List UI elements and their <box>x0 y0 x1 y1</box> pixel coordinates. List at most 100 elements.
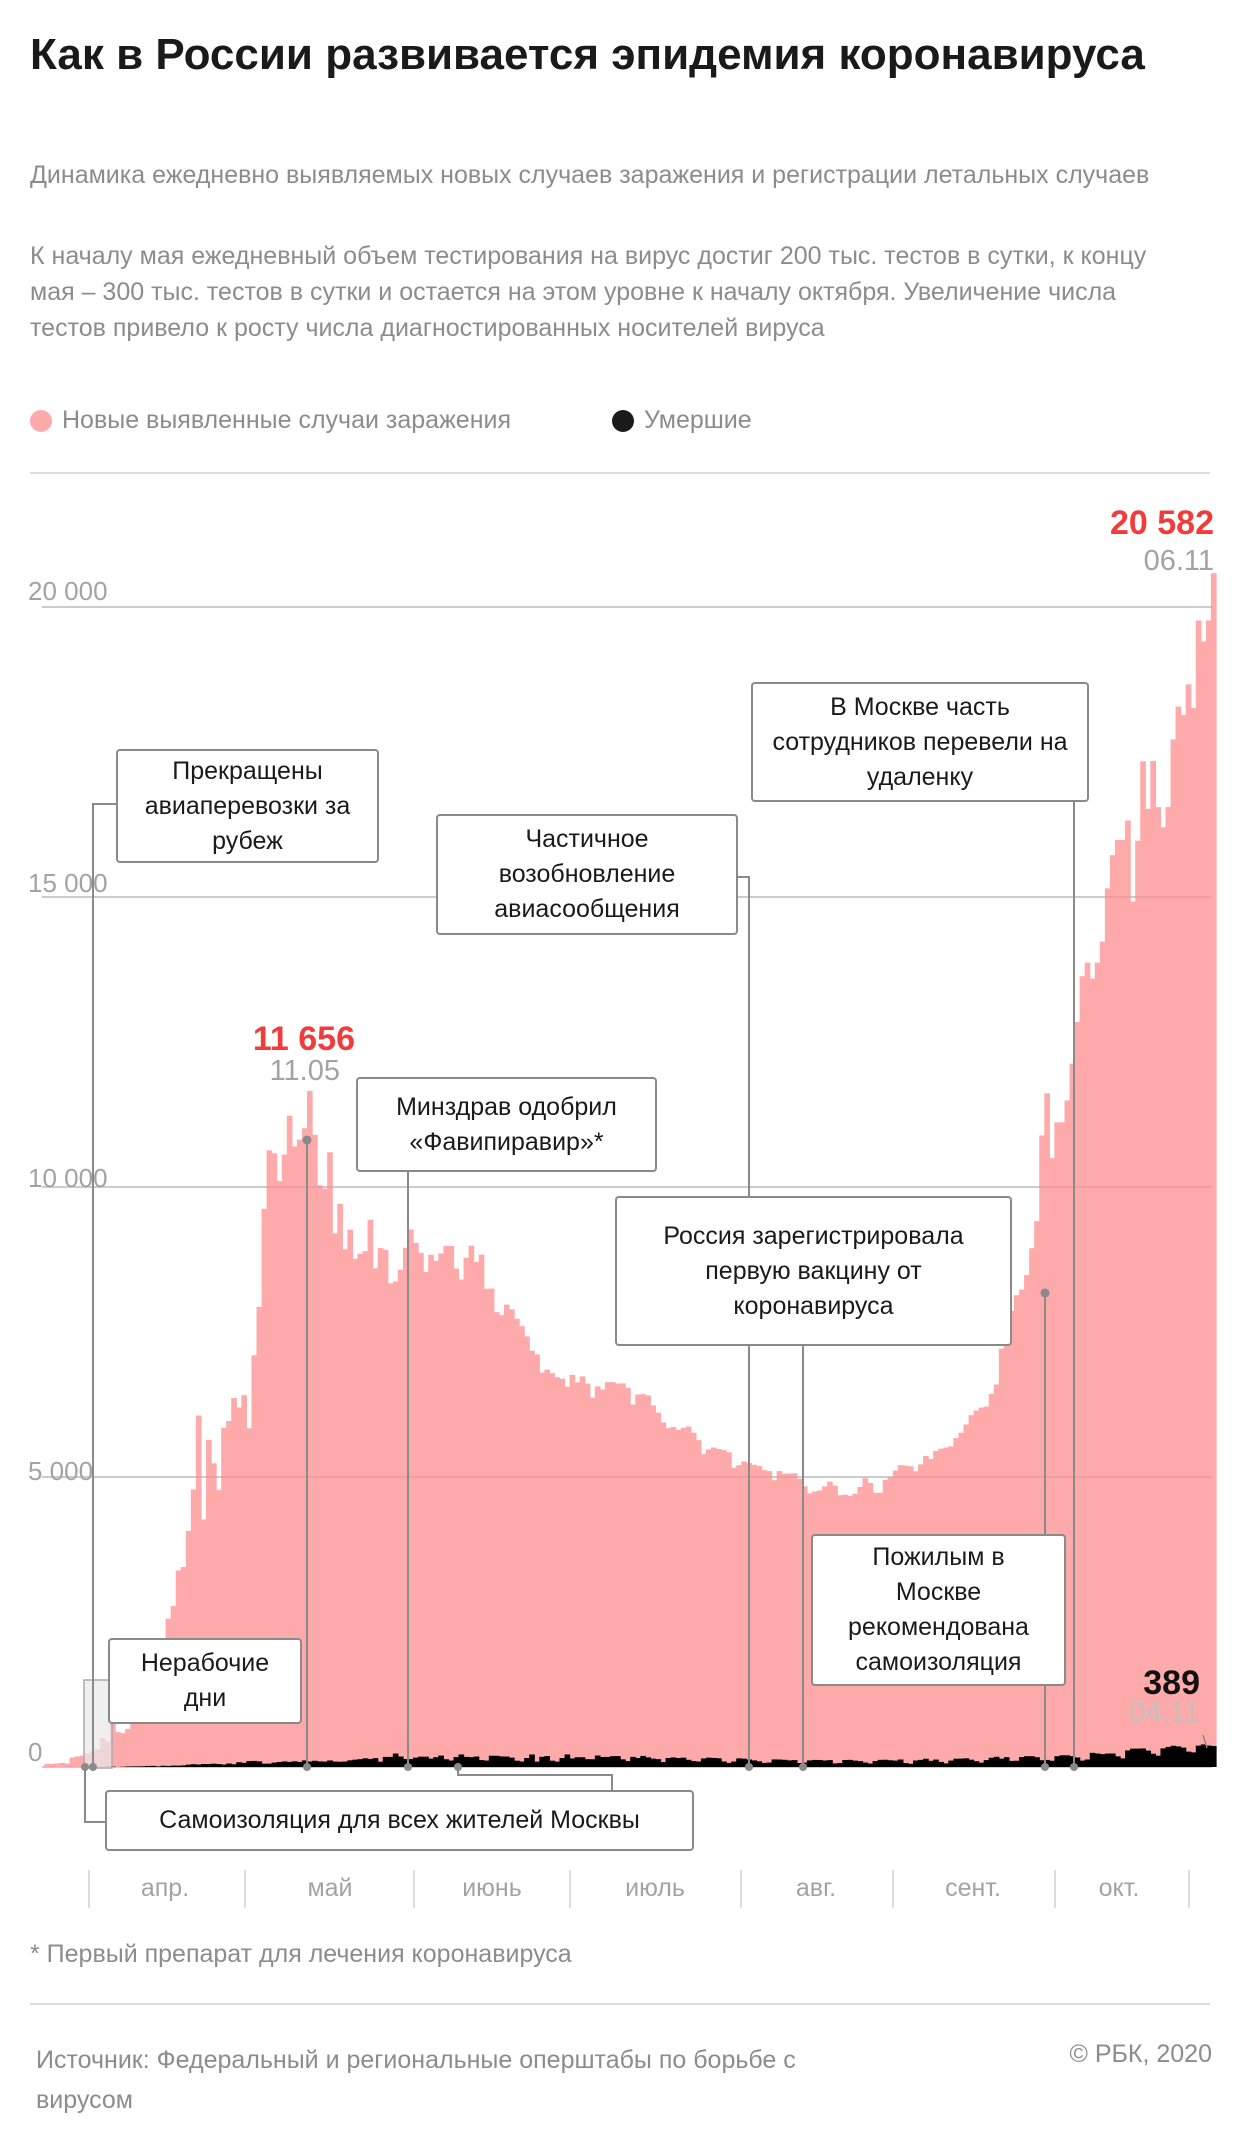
case-bar <box>519 1326 525 1767</box>
event-dot <box>81 1763 89 1771</box>
connector-flights-stopped <box>92 803 116 1767</box>
case-bar <box>1034 1221 1040 1767</box>
death-bar <box>574 1757 581 1767</box>
case-bar <box>488 1288 495 1767</box>
case-bar <box>206 1439 212 1767</box>
death-bar <box>498 1756 505 1767</box>
annotation-flights-stopped: Прекращены авиаперевозки за рубеж <box>116 749 379 863</box>
death-bar <box>872 1761 879 1767</box>
death-bar <box>604 1756 611 1767</box>
case-bar <box>1210 573 1217 1767</box>
death-bar <box>882 1759 889 1767</box>
death-bar <box>1130 1748 1136 1767</box>
case-bar <box>387 1283 394 1767</box>
death-bar <box>448 1760 455 1767</box>
deaths-swatch-icon <box>612 409 634 432</box>
death-bar <box>377 1761 384 1767</box>
death-bar <box>731 1761 737 1767</box>
death-bar <box>761 1762 768 1767</box>
event-dot <box>1040 1288 1050 1298</box>
case-bar <box>443 1245 449 1767</box>
legend-item-deaths: Умершие <box>612 406 752 435</box>
case-bar <box>79 1755 86 1767</box>
annotation-remote-work: В Москве часть сотрудников перевели на у… <box>751 682 1089 802</box>
death-bar <box>342 1761 348 1767</box>
death-bar <box>1094 1753 1101 1767</box>
case-bar <box>1195 620 1202 1767</box>
case-bar <box>135 1700 141 1767</box>
annotation-nonworking-days: Нерабочие дни <box>108 1638 302 1724</box>
case-bar <box>711 1447 717 1767</box>
isolation-bracket <box>84 1770 110 1823</box>
death-bar <box>923 1758 929 1767</box>
death-bar <box>453 1757 460 1767</box>
death-bar <box>539 1756 545 1767</box>
death-bar <box>993 1756 1000 1767</box>
case-bar <box>564 1386 571 1767</box>
case-bar <box>1190 708 1197 1767</box>
death-bar <box>382 1756 389 1767</box>
case-bar <box>1200 641 1207 1767</box>
footnote: * Первый препарат для лечения коронавиру… <box>30 1940 572 1968</box>
death-bar <box>564 1754 571 1767</box>
death-bar <box>680 1757 687 1767</box>
case-bar <box>190 1489 197 1767</box>
case-bar <box>630 1404 636 1767</box>
case-bar <box>695 1440 702 1767</box>
case-bar <box>382 1249 389 1767</box>
death-bar <box>206 1764 212 1767</box>
death-bar <box>165 1765 172 1767</box>
connector-flights-resumed <box>737 876 750 1767</box>
death-bar <box>413 1757 419 1767</box>
death-bar <box>1079 1760 1086 1767</box>
death-bar <box>1160 1748 1167 1767</box>
death-bar <box>998 1758 1005 1767</box>
y-tick-label: 15 000 <box>28 868 108 898</box>
death-bar <box>685 1759 692 1767</box>
case-bar <box>675 1429 682 1767</box>
case-bar <box>1175 706 1182 1768</box>
death-bar <box>231 1764 237 1767</box>
death-bar <box>827 1760 833 1767</box>
case-bar <box>483 1288 490 1767</box>
death-bar <box>690 1761 697 1767</box>
case-bar <box>337 1203 343 1767</box>
y-tick-label: 5 000 <box>28 1456 94 1486</box>
subtitle: Динамика ежедневно выявляемых новых случ… <box>30 161 1150 189</box>
death-bar <box>670 1757 677 1767</box>
annotation-flights-resumed: Частичное возобновление авиасообщения <box>436 814 738 935</box>
death-bar <box>913 1760 919 1767</box>
death-bar <box>1190 1752 1197 1767</box>
case-bar <box>645 1395 651 1767</box>
death-bar <box>251 1760 258 1767</box>
case-bar <box>660 1422 667 1767</box>
death-bar <box>741 1758 747 1767</box>
case-bar <box>569 1374 576 1767</box>
death-bar <box>1104 1753 1111 1767</box>
deaths-peak-value: 389 <box>1143 1664 1200 1702</box>
case-bar <box>49 1763 56 1767</box>
death-bar <box>549 1760 556 1767</box>
death-bar <box>726 1762 732 1767</box>
case-bar <box>731 1467 737 1767</box>
death-bar <box>160 1765 167 1767</box>
death-bar <box>610 1756 616 1767</box>
case-bar <box>246 1428 253 1767</box>
death-bar <box>948 1760 954 1767</box>
case-bar <box>54 1763 61 1767</box>
death-bar <box>1125 1750 1131 1767</box>
death-bar <box>867 1763 874 1767</box>
death-bar <box>170 1765 177 1767</box>
death-bar <box>514 1760 520 1767</box>
death-bar <box>983 1760 990 1767</box>
case-bar <box>1130 901 1136 1767</box>
case-bar <box>241 1395 247 1767</box>
death-bar <box>625 1761 631 1767</box>
case-bar <box>594 1386 601 1767</box>
death-bar <box>524 1758 530 1767</box>
peak-nov-date: 06.11 <box>1143 545 1214 577</box>
case-bar <box>549 1373 556 1767</box>
case-bar <box>69 1757 76 1767</box>
death-bar <box>185 1764 192 1767</box>
case-bar <box>423 1271 429 1767</box>
